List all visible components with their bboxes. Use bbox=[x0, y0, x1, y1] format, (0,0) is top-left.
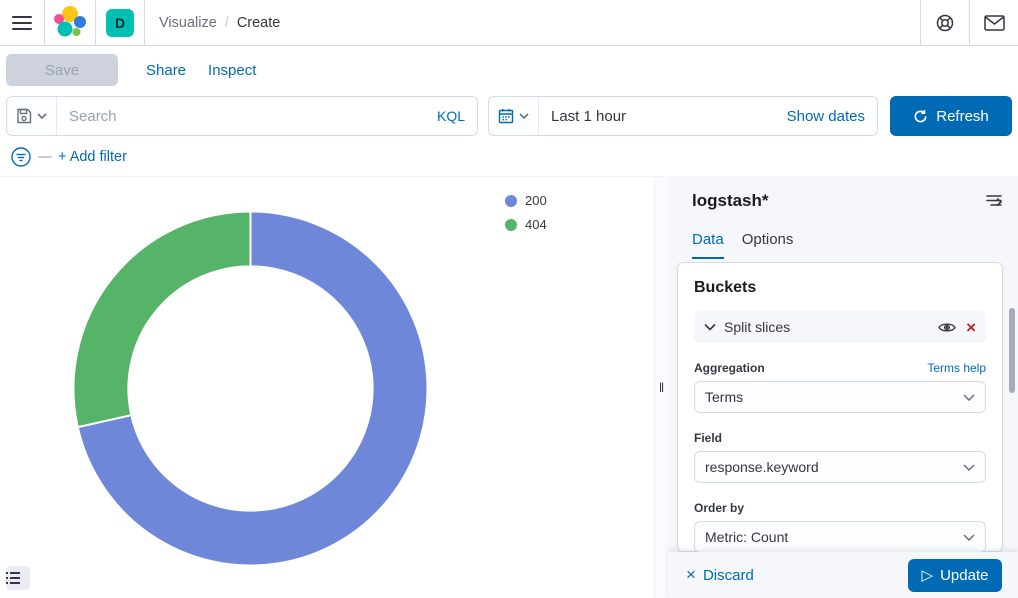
tab-data[interactable]: Data bbox=[692, 231, 724, 259]
breadcrumb-separator: / bbox=[224, 14, 229, 31]
visualization-pane: 200 404 bbox=[0, 177, 654, 598]
share-button[interactable]: Share bbox=[146, 61, 187, 79]
legend-dot-200 bbox=[505, 194, 517, 207]
filter-bar: + Add filter bbox=[0, 137, 1018, 177]
refresh-icon bbox=[914, 109, 927, 122]
time-picker-calendar-button[interactable] bbox=[489, 97, 539, 135]
chart-legend: 200 404 bbox=[505, 193, 547, 232]
legend-label: 200 bbox=[525, 193, 547, 208]
header-divider bbox=[95, 0, 96, 46]
newsfeed-mail-icon[interactable] bbox=[970, 0, 1018, 46]
chevron-down-icon bbox=[963, 463, 975, 471]
chevron-down-icon bbox=[963, 393, 975, 401]
visualize-toolbar: Save Share Inspect bbox=[0, 46, 1018, 94]
buckets-card: Buckets Split slices × Aggregation Terms… bbox=[677, 262, 1003, 553]
order-by-select[interactable]: Metric: Count bbox=[694, 521, 986, 553]
breadcrumb-create: Create bbox=[236, 14, 281, 31]
filter-menu-icon[interactable] bbox=[8, 144, 34, 170]
header-divider bbox=[920, 0, 921, 46]
saved-query-button[interactable] bbox=[7, 97, 57, 135]
header-divider bbox=[44, 0, 45, 46]
legend-item-404[interactable]: 404 bbox=[505, 217, 547, 232]
chevron-down-icon bbox=[519, 113, 529, 119]
save-button[interactable]: Save bbox=[6, 54, 118, 86]
calendar-icon bbox=[498, 109, 514, 124]
buckets-heading: Buckets bbox=[694, 279, 757, 296]
header-divider bbox=[969, 0, 970, 46]
inspect-button[interactable]: Inspect bbox=[208, 61, 257, 79]
legend-label: 404 bbox=[525, 217, 547, 232]
time-range-value[interactable]: Last 1 hour bbox=[551, 107, 627, 125]
remove-bucket-icon[interactable]: × bbox=[966, 317, 976, 337]
aggregation-value: Terms bbox=[705, 389, 744, 405]
donut-slice-200[interactable] bbox=[76, 210, 429, 567]
time-picker-group: Last 1 hour Show dates bbox=[488, 96, 878, 136]
top-header: D Visualize / Create bbox=[0, 0, 1018, 46]
field-value: response.keyword bbox=[705, 459, 819, 475]
order-by-label: Order by bbox=[694, 501, 745, 515]
toggle-legend-button[interactable] bbox=[6, 566, 30, 590]
menu-hamburger-icon[interactable] bbox=[0, 0, 44, 46]
save-query-floppy-icon bbox=[17, 108, 32, 124]
donut-slice-404[interactable] bbox=[72, 210, 252, 429]
index-pattern-title: logstash* bbox=[692, 191, 769, 210]
collapse-sidebar-icon[interactable] bbox=[986, 194, 1002, 208]
legend-item-200[interactable]: 200 bbox=[505, 193, 547, 208]
panel-resize-handle[interactable]: ‖ bbox=[654, 177, 668, 598]
resize-handle-icon: ‖ bbox=[658, 380, 665, 395]
legend-dot-404 bbox=[505, 218, 517, 231]
aggregation-select[interactable]: Terms bbox=[694, 381, 986, 413]
refresh-button[interactable]: Refresh bbox=[890, 96, 1012, 136]
breadcrumb: Visualize / Create bbox=[159, 15, 920, 31]
space-badge[interactable]: D bbox=[106, 8, 134, 37]
list-icon bbox=[6, 572, 20, 584]
aggregation-label: Aggregation bbox=[694, 361, 765, 375]
discard-label: Discard bbox=[702, 566, 754, 584]
search-input[interactable] bbox=[57, 107, 425, 125]
editor-action-bar: × Discard ▷ Update bbox=[668, 552, 1018, 598]
close-icon: × bbox=[686, 565, 696, 584]
help-icon[interactable] bbox=[921, 0, 969, 46]
add-filter-button[interactable]: + Add filter bbox=[58, 148, 127, 165]
sidebar-tabs: Data Options bbox=[668, 211, 1018, 259]
search-group: KQL bbox=[6, 96, 478, 136]
tab-options[interactable]: Options bbox=[741, 231, 794, 248]
chevron-down-icon bbox=[704, 323, 716, 331]
bucket-type-label: Split slices bbox=[724, 319, 791, 335]
split-slices-row[interactable]: Split slices × bbox=[694, 311, 986, 343]
breadcrumb-visualize[interactable]: Visualize bbox=[159, 14, 217, 31]
order-by-value: Metric: Count bbox=[705, 529, 789, 545]
show-dates-button[interactable]: Show dates bbox=[786, 107, 865, 125]
filter-divider-dash bbox=[38, 155, 52, 158]
update-button[interactable]: ▷ Update bbox=[908, 558, 1002, 592]
field-label: Field bbox=[694, 431, 723, 445]
chevron-down-icon bbox=[963, 533, 975, 541]
kql-language-button[interactable]: KQL bbox=[436, 108, 465, 124]
toggle-visibility-eye-icon[interactable] bbox=[938, 321, 956, 334]
donut-chart[interactable] bbox=[72, 210, 429, 567]
query-bar: KQL Last 1 hour Show dates Refresh bbox=[0, 96, 1018, 136]
sidebar-scrollbar[interactable] bbox=[1009, 308, 1015, 393]
play-icon: ▷ bbox=[921, 567, 934, 584]
discard-button[interactable]: × Discard bbox=[686, 565, 754, 585]
header-divider bbox=[144, 0, 145, 46]
field-select[interactable]: response.keyword bbox=[694, 451, 986, 483]
terms-help-link[interactable]: Terms help bbox=[927, 361, 986, 375]
update-label: Update bbox=[940, 566, 989, 584]
refresh-label: Refresh bbox=[936, 107, 989, 125]
chevron-down-icon bbox=[37, 113, 47, 119]
elastic-logo-icon[interactable] bbox=[45, 0, 95, 46]
vis-editor-sidebar: logstash* Data Options Buckets Split sli… bbox=[668, 177, 1018, 598]
